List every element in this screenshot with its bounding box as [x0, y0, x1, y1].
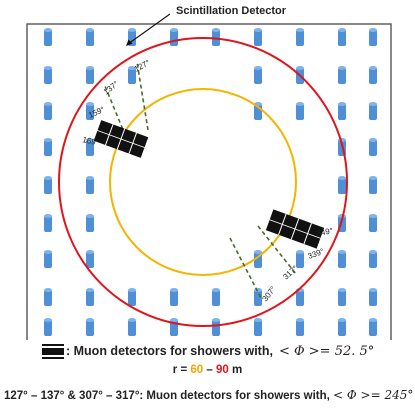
scintillation-detector: [86, 138, 94, 156]
scintillation-detector: [44, 318, 52, 336]
inner-ring-60m: [109, 88, 297, 276]
legend-ranges-phi: < Φ >= 245°: [333, 388, 414, 402]
scintillation-detector: [86, 66, 94, 84]
scintillation-detector: [369, 66, 377, 84]
angle-label-307: 307°: [260, 285, 277, 304]
scintillation-detector: [170, 318, 178, 336]
scintillation-detector-label: Scintillation Detector: [176, 5, 287, 17]
scintillation-detector: [296, 250, 304, 268]
scintillation-detector: [44, 66, 52, 84]
sector-dashed-line: [229, 237, 263, 301]
scintillation-detector: [44, 176, 52, 194]
muon-detector-blocks: [93, 120, 325, 249]
array-diagram: Scintillation Detector 127° 137° 159° 16…: [26, 5, 392, 340]
scintillation-detector: [369, 318, 377, 336]
scintillation-detector: [369, 250, 377, 268]
scintillation-detector: [86, 214, 94, 232]
angle-label-127: 127°: [133, 58, 152, 74]
angle-label-169: 169°: [82, 135, 100, 147]
scintillation-detector: [338, 318, 346, 336]
scintillation-detector: [128, 288, 136, 306]
scintillation-detector: [212, 28, 220, 46]
scintillation-detector: [338, 102, 346, 120]
radius-prefix: r =: [172, 364, 191, 376]
scintillation-detector: [296, 28, 304, 46]
scintillation-detector: [369, 288, 377, 306]
scintillation-detector: [369, 28, 377, 46]
scintillation-detector: [369, 176, 377, 194]
scintillation-detector: [369, 138, 377, 156]
scintillation-detector-grid: [44, 28, 377, 336]
scintillation-detector: [86, 288, 94, 306]
scintillation-detector: [86, 318, 94, 336]
scintillation-detector: [338, 66, 346, 84]
legend-muon-text: : Muon detectors for showers with,: [66, 344, 273, 358]
scintillation-detector: [296, 102, 304, 120]
angle-label-137: 137°: [102, 79, 121, 96]
scintillation-detector: [44, 214, 52, 232]
muon-detector-swatch: [42, 345, 64, 357]
scintillation-detector: [170, 28, 178, 46]
sector-dashed-line: [257, 225, 297, 275]
scintillation-detector: [254, 66, 262, 84]
scintillation-detector: [128, 66, 136, 84]
scintillation-detector: [254, 318, 262, 336]
scintillation-detector: [86, 176, 94, 194]
sector-dashed-line: [136, 61, 149, 131]
angle-label-349: 349°: [316, 226, 334, 238]
scintillation-detector: [86, 250, 94, 268]
scintillation-detector: [170, 288, 178, 306]
legend-muon-detectors: : Muon detectors for showers with, < Φ >…: [42, 340, 412, 362]
angle-label-339: 339°: [307, 247, 326, 261]
scintillation-detector: [44, 102, 52, 120]
radius-outer-value: 90: [215, 364, 229, 376]
scintillation-detector: [44, 288, 52, 306]
muon-detector-block: [93, 120, 149, 158]
callout-arrowhead: [126, 39, 133, 46]
scintillation-detector: [44, 28, 52, 46]
scintillation-detector: [296, 318, 304, 336]
scintillation-detector: [212, 288, 220, 306]
scintillation-detector: [212, 318, 220, 336]
legend-ranges-text: 127° – 137° & 307° – 317°: Muon detector…: [4, 390, 330, 402]
sector-boundary-lines: [104, 61, 297, 301]
legend-muon-phi: < Φ >= 52. 5°: [278, 343, 375, 359]
scintillation-detector: [86, 28, 94, 46]
scintillation-detector: [86, 102, 94, 120]
outer-ring-90m: [58, 37, 348, 327]
array-boundary: [26, 23, 392, 340]
radius-inner-value: 60: [190, 364, 204, 376]
scintillation-detector: [338, 250, 346, 268]
scintillation-detector: [338, 28, 346, 46]
scintillation-detector: [338, 288, 346, 306]
callout-arrow: [127, 13, 171, 45]
scintillation-detector: [44, 250, 52, 268]
scintillation-detector: [128, 318, 136, 336]
legend-radius: r = 60 – 90 m: [0, 364, 415, 376]
radius-dash: –: [203, 364, 216, 376]
scintillation-detector: [44, 138, 52, 156]
scintillation-detector: [254, 28, 262, 46]
scintillation-detector: [369, 214, 377, 232]
radius-unit: m: [228, 364, 243, 376]
scintillation-detector: [369, 102, 377, 120]
muon-detector-block: [265, 209, 325, 249]
scintillation-detector: [338, 176, 346, 194]
legend-angle-ranges: 127° – 137° & 307° – 317°: Muon detector…: [4, 388, 415, 402]
